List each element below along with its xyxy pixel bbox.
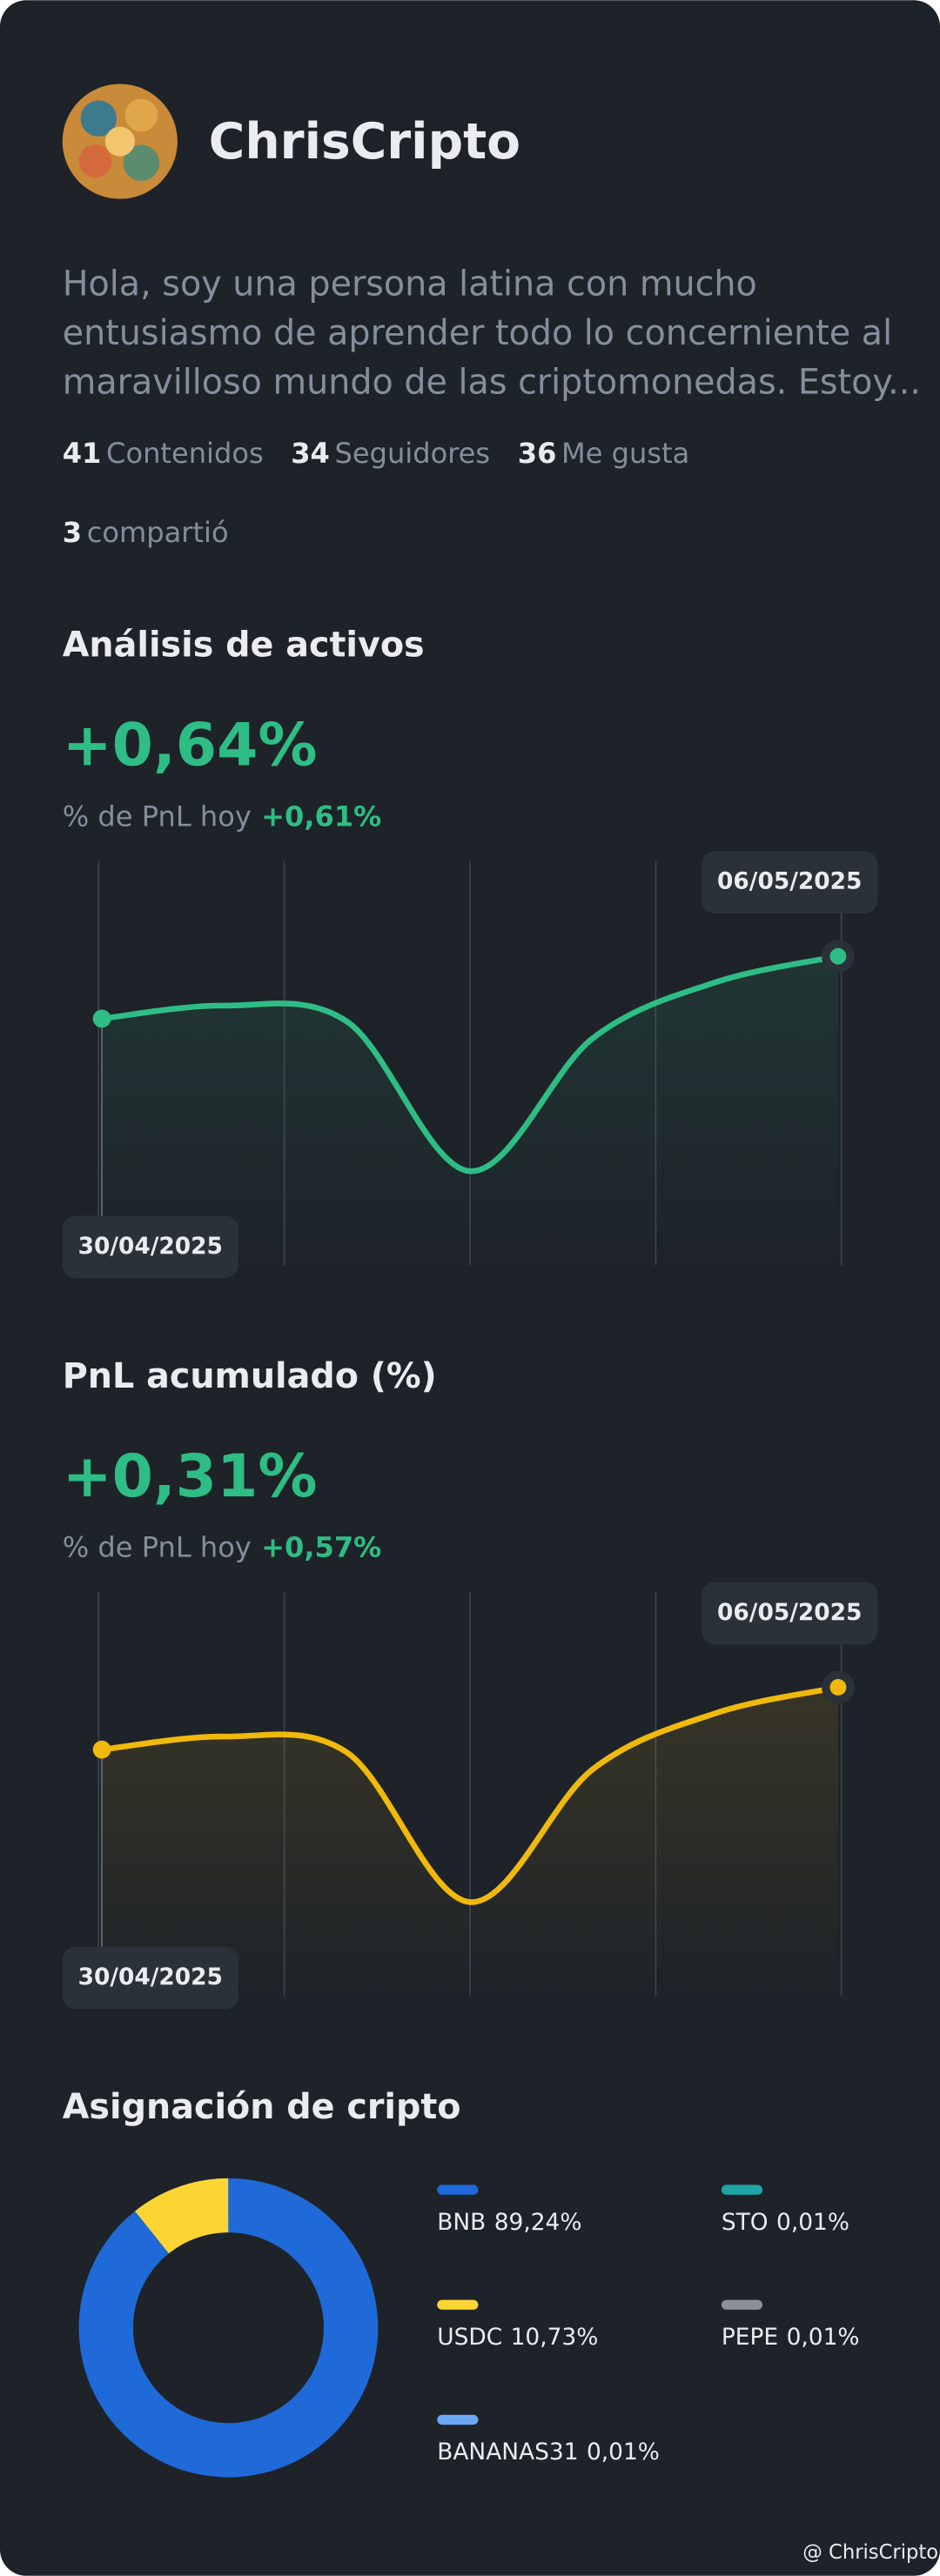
legend-name: USDC <box>437 2324 502 2351</box>
pnl-today: % de PnL hoy +0,57% <box>63 1531 382 1564</box>
legend-name: PEPE <box>722 2324 778 2351</box>
section-title: Asignación de cripto <box>63 2087 461 2127</box>
date-badge <box>62 1215 238 1279</box>
date-badge <box>702 851 878 914</box>
stat-value: 36 <box>518 437 557 470</box>
pnl-today-value: +0,57% <box>261 1531 381 1564</box>
date-label: 06/05/2025 <box>717 1599 862 1626</box>
line <box>101 1684 839 1905</box>
end-point <box>829 1679 847 1696</box>
pnl-today-label: % de PnL hoy <box>63 1531 252 1564</box>
start-point <box>92 1009 111 1028</box>
stat-value: 41 <box>63 437 102 470</box>
legend-value: 0,01% <box>787 2324 860 2351</box>
bio-line: entusiasmo de aprender todo lo concernie… <box>63 313 892 353</box>
pnl-today-value: +0,61% <box>261 800 381 833</box>
watermark: @ ChrisCripto <box>802 2541 938 2564</box>
legend-value: 0,01% <box>776 2208 849 2235</box>
legend-entry: BNB 89,24% <box>437 2208 581 2235</box>
legend-value: 0,01% <box>587 2439 660 2466</box>
stat: 34 Seguidores <box>291 437 490 470</box>
section-title: PnL acumulado (%) <box>63 1356 437 1396</box>
pnl-today-label: % de PnL hoy <box>63 800 252 833</box>
legend-swatch <box>437 2414 479 2425</box>
profile-name: ChrisCripto <box>209 113 520 171</box>
line <box>101 953 839 1174</box>
end-point <box>829 947 847 965</box>
avatar <box>62 84 178 199</box>
bio-line: maravilloso mundo de las criptomonedas. … <box>63 363 921 403</box>
legend-name: BANANAS31 <box>437 2439 578 2466</box>
legend-value: 10,73% <box>511 2324 599 2351</box>
legend-swatch <box>437 2185 479 2195</box>
stat-label: compartió <box>87 516 229 549</box>
stat-label: Seguidores <box>335 437 491 470</box>
stat-value: 34 <box>291 437 330 470</box>
stat: 36 Me gusta <box>518 437 690 470</box>
area <box>102 1687 838 1997</box>
legend-swatch <box>437 2299 479 2310</box>
start-point <box>92 1740 111 1759</box>
stat: 41 Contenidos <box>63 437 264 470</box>
legend-entry: USDC 10,73% <box>437 2324 598 2351</box>
legend-name: STO <box>722 2208 769 2235</box>
area <box>102 956 838 1266</box>
legend-entry: PEPE 0,01% <box>722 2324 860 2351</box>
legend-swatch <box>721 2185 763 2195</box>
legend-entry: STO 0,01% <box>722 2208 849 2235</box>
date-label: 06/05/2025 <box>717 868 862 895</box>
stat-value: 3 <box>63 516 82 549</box>
legend-swatch <box>721 2299 763 2310</box>
legend-entry: BANANAS31 0,01% <box>437 2439 660 2466</box>
date-badge <box>62 1946 238 2010</box>
legend-name: BNB <box>437 2208 486 2235</box>
date-badge <box>702 1582 878 1645</box>
legend-value: 89,24% <box>494 2208 582 2235</box>
pnl-today: % de PnL hoy +0,61% <box>63 800 382 833</box>
date-label: 30/04/2025 <box>78 1964 223 1991</box>
stat: 3 compartió <box>63 516 229 549</box>
stat-label: Contenidos <box>106 437 264 470</box>
date-label: 30/04/2025 <box>78 1233 223 1260</box>
stat-label: Me gusta <box>561 437 689 470</box>
section-title: Análisis de activos <box>63 626 425 666</box>
donut-segment <box>135 2178 230 2254</box>
donut-segment <box>78 2178 379 2478</box>
bio-line: Hola, soy una persona latina con mucho <box>63 264 757 304</box>
pnl-headline: +0,31% <box>63 1442 318 1511</box>
pnl-headline: +0,64% <box>63 712 318 780</box>
